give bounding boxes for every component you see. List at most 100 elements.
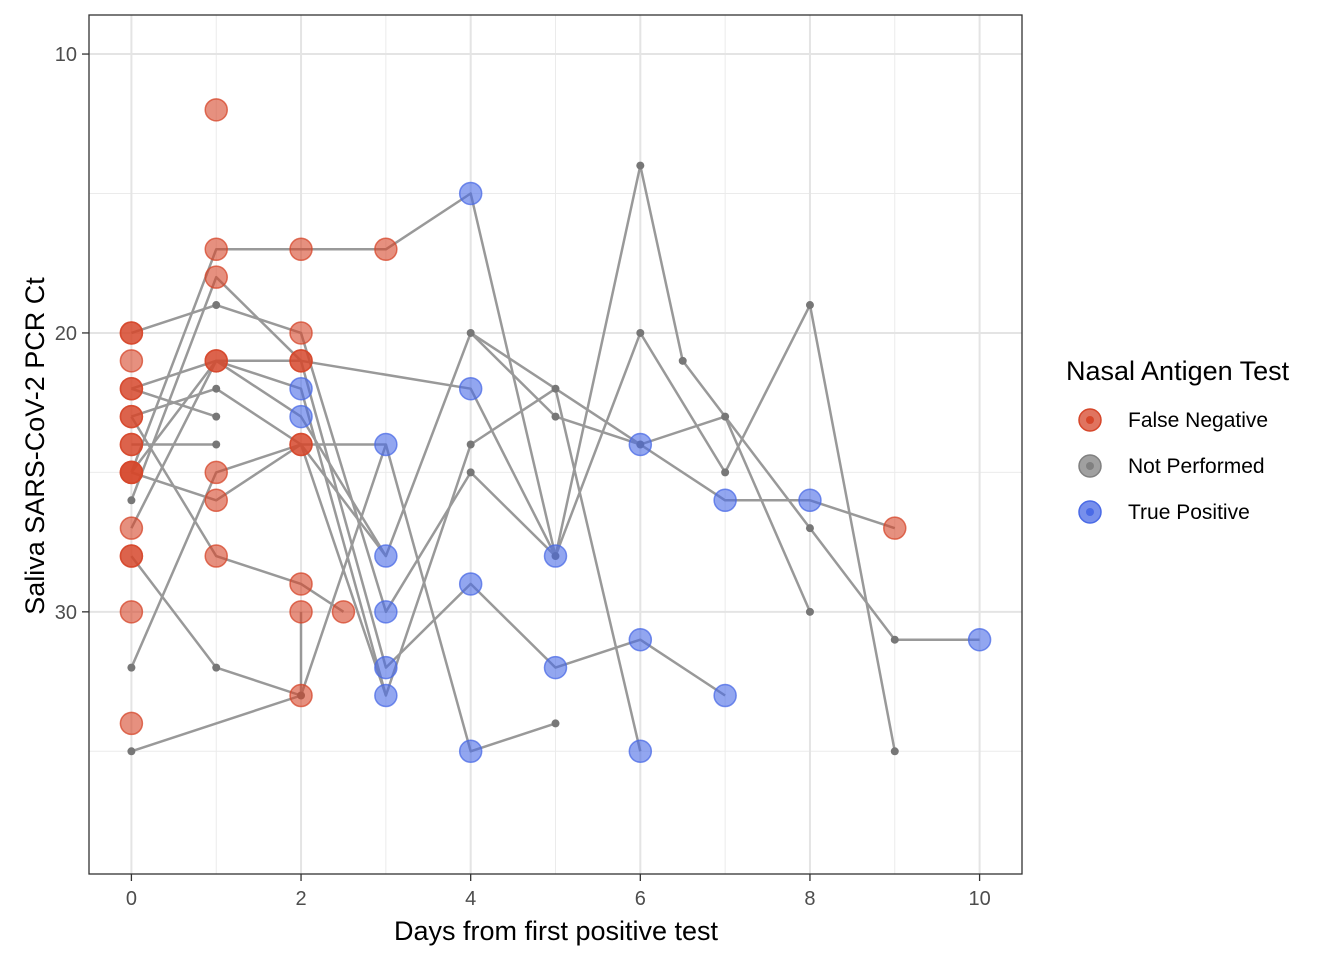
point-true-positive: [374, 655, 398, 680]
point-not-performed: [127, 663, 136, 672]
panel-border: [88, 14, 1023, 875]
point-false-negative: [289, 349, 313, 373]
y-axis: 10 20 30: [55, 44, 89, 624]
point-not-performed: [551, 412, 560, 421]
point-true-positive: [713, 683, 737, 708]
point-false-negative: [204, 98, 228, 122]
legend-entries: False Negative Not Performed True Positive: [1078, 408, 1268, 524]
point-not-performed: [636, 328, 645, 337]
point-not-performed: [551, 384, 560, 393]
point-false-negative: [204, 488, 228, 513]
legend-label: True Positive: [1128, 501, 1250, 524]
point-false-negative: [119, 460, 144, 485]
point-true-positive: [458, 739, 483, 764]
point-not-performed: [805, 301, 814, 310]
y-tick-label: 10: [55, 44, 77, 66]
x-axis-title: Days from first positive test: [394, 916, 719, 946]
point-not-performed: [466, 328, 475, 337]
series-line: [130, 443, 387, 669]
point-false-negative: [119, 711, 144, 736]
point-true-positive: [967, 627, 992, 652]
x-tick-label: 8: [804, 888, 815, 910]
point-not-performed: [212, 663, 221, 672]
point-false-negative: [119, 349, 144, 373]
series-line: [130, 331, 896, 558]
point-false-negative: [289, 237, 313, 262]
series-line: [130, 555, 303, 697]
point-not-performed: [721, 468, 730, 477]
point-not-performed: [805, 524, 814, 533]
y-tick-label: 20: [55, 323, 77, 345]
point-true-positive: [543, 655, 568, 680]
point-not-performed: [805, 607, 814, 616]
legend-key-dot: [1086, 508, 1094, 516]
point-false-negative: [119, 321, 144, 345]
legend-label: Not Performed: [1128, 455, 1265, 478]
point-not-performed: [212, 301, 221, 310]
point-false-negative: [119, 404, 144, 429]
series-line: [130, 164, 980, 641]
point-true-positive: [374, 683, 398, 708]
point-true-positive: [458, 376, 483, 401]
y-tick-label: 30: [55, 602, 77, 624]
point-false-negative: [119, 600, 144, 624]
legend-key-dot: [1086, 462, 1094, 470]
point-true-positive: [289, 376, 313, 401]
point-not-performed: [466, 440, 475, 449]
point-not-performed: [127, 496, 136, 505]
point-true-positive: [713, 488, 737, 513]
point-not-performed: [212, 440, 221, 449]
x-tick-label: 4: [465, 888, 476, 910]
point-not-performed: [890, 747, 899, 756]
x-axis: 0 2 4 6 8 10: [126, 874, 991, 910]
x-tick-label: 6: [635, 888, 646, 910]
point-true-positive: [374, 600, 398, 624]
point-not-performed: [466, 468, 475, 477]
point-false-negative: [204, 349, 228, 373]
point-true-positive: [458, 572, 483, 596]
point-true-positive: [628, 627, 653, 652]
x-tick-label: 0: [126, 888, 137, 910]
point-true-positive: [628, 739, 653, 764]
point-not-performed: [678, 356, 687, 365]
point-false-negative: [204, 265, 228, 289]
point-true-positive: [543, 544, 568, 568]
point-false-negative: [883, 516, 907, 540]
legend-key-dot: [1086, 416, 1094, 424]
point-false-negative: [289, 600, 313, 624]
point-true-positive: [628, 432, 653, 457]
x-tick-label: 2: [295, 888, 306, 910]
point-true-positive: [374, 544, 398, 568]
gridlines: [89, 15, 1022, 874]
point-true-positive: [798, 488, 822, 513]
point-not-performed: [721, 412, 730, 421]
point-not-performed: [551, 719, 560, 728]
point-not-performed: [212, 412, 221, 421]
series-line: [130, 192, 557, 557]
series-lines: [130, 164, 980, 753]
point-false-negative: [289, 321, 313, 345]
point-false-negative: [289, 432, 313, 457]
series-line: [130, 359, 726, 697]
point-false-negative: [119, 544, 144, 568]
series-line: [131, 387, 217, 418]
point-true-positive: [289, 404, 313, 429]
point-not-performed: [890, 635, 899, 644]
legend: Nasal Antigen Test False Negative Not Per…: [1066, 356, 1290, 524]
point-false-negative: [289, 572, 313, 596]
point-false-negative: [119, 432, 144, 457]
legend-label: False Negative: [1128, 409, 1268, 432]
series-line: [131, 387, 556, 753]
point-not-performed: [212, 384, 221, 393]
point-not-performed: [636, 161, 645, 170]
point-false-negative: [204, 237, 228, 262]
point-not-performed: [127, 747, 136, 756]
point-true-positive: [458, 181, 483, 206]
point-false-negative: [331, 600, 356, 624]
x-tick-label: 10: [968, 888, 990, 910]
point-true-positive: [374, 432, 398, 457]
y-axis-title: Saliva SARS-CoV-2 PCR Ct: [20, 277, 50, 615]
legend-title: Nasal Antigen Test: [1066, 356, 1290, 386]
